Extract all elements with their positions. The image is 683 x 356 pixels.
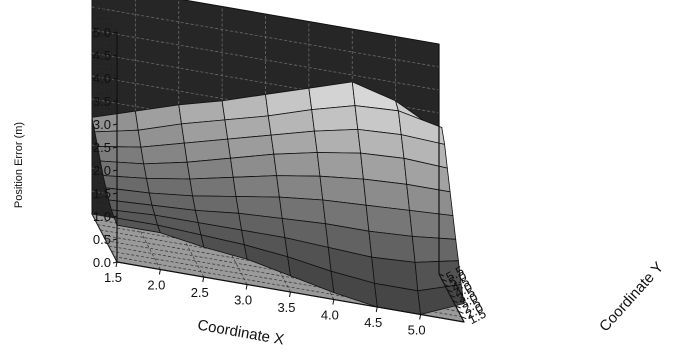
x-tick-mark [375,306,378,313]
surface-patch [417,284,465,315]
y-tick-label: 5.5 [443,263,466,285]
left-wall-grid-line [91,190,118,240]
y-tick-mark [461,316,467,320]
x-tick-label: 4.0 [321,308,339,323]
z-tick-label: 4.5 [93,48,111,63]
surface-patch [311,105,359,132]
z-tick-mark [112,169,118,172]
surface-patch [230,153,278,178]
tick-labels: 0.00.51.01.52.02.53.03.54.04.55.01.5 2.0 2… [93,25,489,338]
surface-patch [411,235,459,263]
x-tick-mark [245,284,248,290]
z-tick-label: 4.0 [93,71,111,86]
z-tick-mark [112,146,118,149]
x-tick-label: 3.0 [234,293,252,308]
z-tick-label: 3.0 [93,117,111,132]
y-axis-title: Coordinate Y [596,259,667,335]
y-tick-label: 4.5 [449,274,472,296]
surface-mesh [91,81,465,315]
surface-patch [273,152,321,177]
x-tick-label: 5.0 [408,323,426,338]
z-tick-mark [112,261,118,264]
z-tick-label: 1.5 [93,186,111,201]
surface-patch [143,161,191,180]
x-tick-label: 3.5 [277,300,295,315]
z-tick-label: 0.5 [93,232,111,247]
y-tick-label: 1.5 [466,306,489,328]
y-tick-label: 2.5 [460,295,483,317]
left-wall-grid-line [91,29,118,79]
y-tick-label: 3.5 [454,284,477,306]
x-tick-mark [332,299,335,305]
z-tick-mark [112,238,118,241]
x-tick-mark [202,276,205,283]
left-wall-grid-line [91,6,118,56]
z-tick-mark [112,100,118,103]
x-tick-label: 1.5 [104,270,122,285]
surface-patch [232,175,280,198]
x-axis-title: Coordinate X [196,317,285,349]
z-tick-label: 2.5 [93,140,111,155]
y-tick-mark [458,310,464,314]
z-tick-label: 2.0 [93,163,111,178]
y-tick-mark [452,300,459,304]
surface-patch [409,209,457,240]
y-tick-label: 3.0 [457,290,480,312]
floor-grid-line [114,256,462,318]
floor-grid-line [108,245,456,307]
back-wall-grid-line [91,29,440,91]
left-wall-grid-line [91,75,118,125]
x-tick-label: 2.5 [191,285,209,300]
surface-patch [316,152,364,180]
x-tick-mark [158,269,161,275]
z-tick-label: 3.5 [93,94,111,109]
surface-patch [276,175,324,201]
surface-patch [270,130,318,155]
y-tick-mark [447,289,453,293]
z-tick-label: 5.0 [93,25,111,40]
surface-patch [186,157,234,180]
left-wall-grid-line [91,52,118,102]
floor-grid-line [111,250,459,312]
z-tick-mark [112,31,118,34]
x-tick-mark [115,261,118,268]
y-tick-label: 2.0 [463,300,486,322]
z-tick-label: 1.0 [93,209,111,224]
y-tick-label: 4.0 [452,279,475,301]
surface-patch [313,128,362,154]
y-tick-label: 5.0 [446,268,469,290]
z-tick-mark [112,123,118,126]
x-tick-mark [289,291,291,298]
z-tick-mark [112,77,118,80]
z-axis-title: Position Error (m) [13,122,25,208]
z-tick-mark [112,215,118,218]
z-tick-mark [112,54,118,57]
surface-patch [140,142,188,165]
y-tick-mark [441,278,447,282]
x-tick-label: 4.5 [364,315,382,330]
y-tick-mark [438,273,445,277]
left-wall-grid-line [91,167,118,217]
y-tick-mark [449,294,456,298]
x-tick-label: 2.0 [147,278,165,293]
y-tick-mark [455,305,461,309]
y-tick-mark [444,284,450,288]
x-tick-mark [419,314,422,320]
z-tick-label: 0.0 [93,255,111,270]
y-axis-line [438,273,465,323]
z-tick-mark [112,192,118,195]
surface-patch [189,176,237,197]
